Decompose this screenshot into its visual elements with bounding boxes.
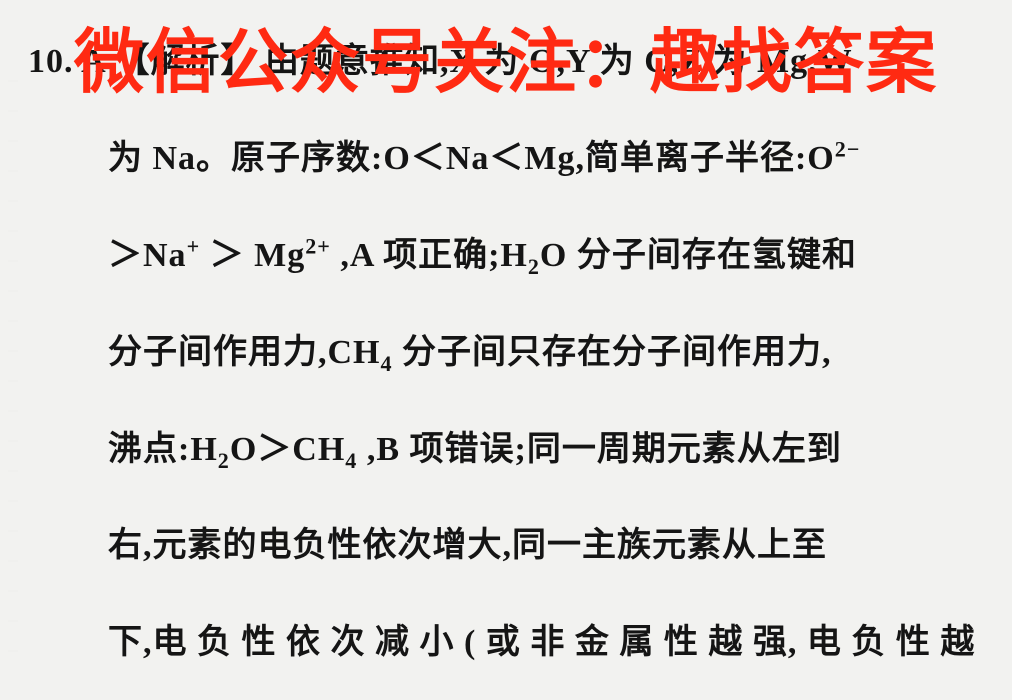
superscript: + — [187, 233, 201, 258]
line-2: 为 Na。原子序数:O＜Na＜Mg,简单离子半径:O2− — [28, 111, 992, 208]
line-3: ＞Na+ ＞ Mg2+ ,A 项正确;H2O 分子间存在氢键和 — [28, 208, 992, 305]
line-6-text: 右,元素的电负性依次增大,同一主族元素从上至 — [108, 527, 827, 564]
superscript: 2+ — [305, 233, 331, 258]
line-1-text: 由题意推知,X 为 O,Y 为 C,Z 为 Mg,W — [265, 43, 853, 80]
subscript: 2 — [218, 447, 230, 472]
scan-edge-noise — [8, 80, 18, 660]
line-7-text: 下,电 负 性 依 次 减 小 ( 或 非 金 属 性 越 强, 电 负 性 越 — [108, 624, 975, 661]
body-text: 10. A 【解析】 由题意推知,X 为 O,Y 为 C,Z 为 Mg,W 为 … — [28, 14, 992, 692]
seg: O 分子间存在氢键和 — [540, 237, 857, 274]
subscript: 4 — [345, 447, 357, 472]
seg: ,A 项正确;H — [331, 237, 528, 274]
line-1: 10. A 【解析】 由题意推知,X 为 O,Y 为 C,Z 为 Mg,W — [28, 14, 992, 111]
question-number: 10. A — [28, 14, 106, 111]
subscript: 4 — [381, 350, 393, 375]
seg: 分子间只存在分子间作用力, — [393, 334, 832, 371]
seg: 沸点:H — [108, 431, 218, 468]
seg: 分子间作用力,CH — [108, 334, 381, 371]
line-2-text: 为 Na。原子序数:O＜Na＜Mg,简单离子半径:O — [108, 140, 835, 177]
line-7: 下,电 负 性 依 次 减 小 ( 或 非 金 属 性 越 强, 电 负 性 越 — [28, 595, 992, 692]
analysis-label: 【解析】 — [116, 43, 256, 80]
line-5: 沸点:H2O＞CH4 ,B 项错误;同一周期元素从左到 — [28, 402, 992, 499]
page: 10. A 【解析】 由题意推知,X 为 O,Y 为 C,Z 为 Mg,W 为 … — [0, 0, 1012, 700]
superscript: 2− — [835, 137, 861, 162]
seg: ＞Na — [108, 237, 187, 274]
seg: ＞ Mg — [200, 237, 305, 274]
subscript: 2 — [528, 254, 540, 279]
seg: ,B 项错误;同一周期元素从左到 — [357, 431, 842, 468]
line-6: 右,元素的电负性依次增大,同一主族元素从上至 — [28, 498, 992, 595]
seg: O＞CH — [230, 431, 345, 468]
line-4: 分子间作用力,CH4 分子间只存在分子间作用力, — [28, 305, 992, 402]
